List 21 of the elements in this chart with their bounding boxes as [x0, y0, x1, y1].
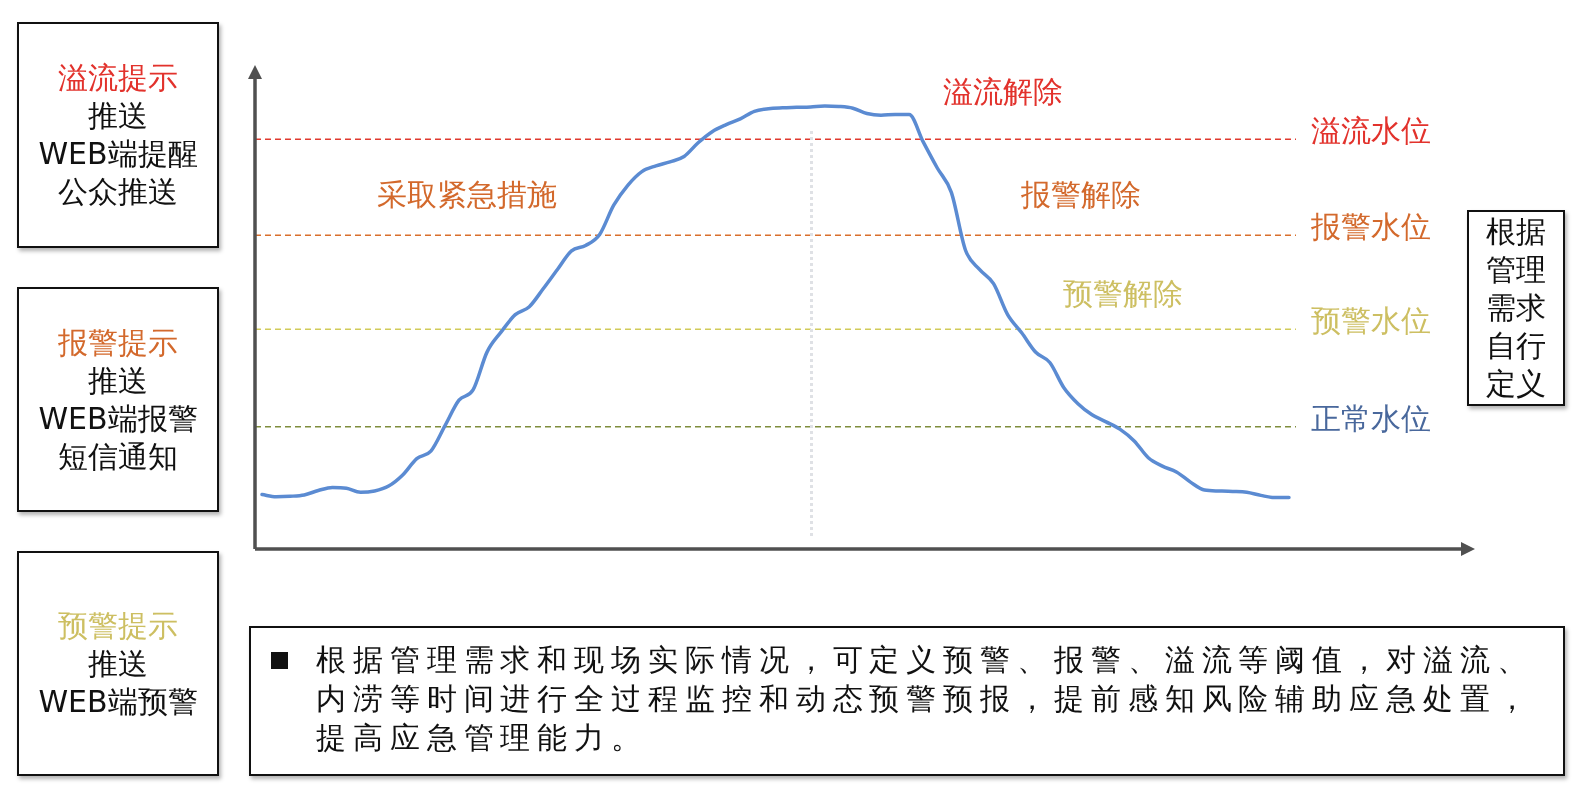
text: 公众推送 [58, 173, 178, 211]
text: WEB端提醒 [38, 135, 198, 173]
ref-line-label: 预警水位 [1311, 304, 1431, 338]
text: 预警提示 [58, 606, 178, 645]
text: 溢流提示 [58, 59, 178, 97]
text: 根据管理需求自行定义 [1485, 213, 1547, 403]
ref-line-label: 报警水位 [1310, 210, 1431, 244]
text: 推送 [88, 97, 148, 135]
text: 根据管理需求和现场实际情况，可定义预警、报警、溢流等阈值，对溢流、内涝等时间进行全过程监控和动态预警预报，提前感知风险辅助应急处置，提高应急管理能力。 [316, 641, 1535, 757]
annotation: 溢流解除 [943, 74, 1063, 108]
text: WEB端预警 [38, 682, 198, 721]
text: 推送 [88, 361, 148, 400]
annotation: 报警解除 [1020, 177, 1141, 211]
text: 短信通知 [58, 437, 178, 476]
annotation: 预警解除 [1063, 276, 1183, 310]
text: 推送 [88, 644, 148, 683]
text: 报警提示 [58, 323, 178, 362]
annotation: 采取紧急措施 [377, 177, 557, 211]
ref-line-label: 正常水位 [1311, 401, 1431, 435]
ref-line-label: 溢流水位 [1311, 114, 1431, 148]
text: WEB端报警 [38, 399, 198, 438]
